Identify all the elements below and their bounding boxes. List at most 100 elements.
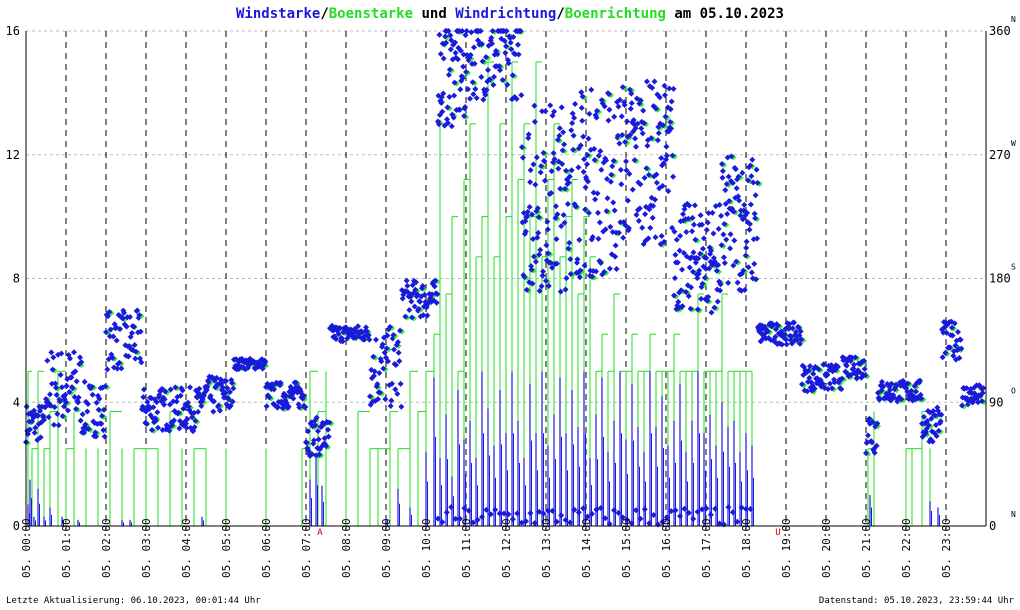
wind-direction-point: [873, 442, 880, 449]
wind-direction-point: [435, 515, 441, 522]
wind-direction-point: [880, 383, 887, 390]
wind-direction-point: [869, 439, 875, 446]
wind-direction-point: [451, 79, 458, 86]
wind-direction-point: [951, 320, 958, 327]
wind-direction-point: [296, 404, 303, 411]
wind-direction-point: [119, 315, 126, 322]
wind-direction-point: [549, 264, 556, 271]
wind-direction-point: [439, 108, 446, 115]
wind-direction-point: [720, 231, 727, 238]
wind-direction-point: [465, 507, 472, 514]
wind-direction-point: [591, 156, 598, 163]
wind-direction-point: [397, 327, 403, 334]
wind-direction-point: [598, 166, 605, 173]
wind-direction-point: [542, 108, 549, 115]
wind-direction-point: [388, 397, 395, 404]
wind-direction-point: [718, 242, 725, 249]
wind-direction-point: [127, 313, 133, 320]
wind-direction-point: [529, 280, 536, 287]
wind-direction-point: [461, 505, 468, 512]
wind-direction-point: [878, 387, 885, 394]
wind-direction-point: [541, 158, 548, 165]
wind-direction-point: [917, 391, 924, 398]
wind-direction-point: [159, 385, 165, 392]
wind-direction-point: [560, 211, 567, 218]
wind-direction-point: [376, 370, 383, 377]
wind-direction-point: [650, 203, 657, 210]
wind-direction-point: [559, 147, 566, 154]
wind-direction-point: [740, 267, 747, 274]
wind-direction-point: [603, 208, 610, 215]
wind-direction-point: [663, 152, 670, 159]
wind-direction-point: [545, 250, 552, 257]
wind-direction-point: [579, 117, 586, 124]
wind-direction-point: [620, 234, 627, 241]
wind-direction-point: [227, 388, 233, 395]
wind-direction-point: [674, 259, 681, 266]
wind-direction-point: [719, 160, 725, 167]
wind-direction-point: [752, 215, 759, 222]
wind-direction-point: [552, 203, 559, 210]
wind-direction-point: [754, 179, 761, 186]
wind-direction-point: [503, 43, 509, 50]
wind-direction-point: [735, 173, 742, 180]
wind-direction-point: [283, 392, 289, 399]
wind-direction-point: [752, 192, 759, 199]
wind-direction-point: [275, 404, 281, 411]
wind-direction-point: [433, 299, 440, 306]
wind-direction-point: [701, 274, 708, 281]
wind-direction-point: [624, 516, 631, 523]
title-part: am 05.10.2023: [666, 6, 784, 22]
wind-direction-point: [62, 391, 69, 398]
wind-direction-point: [725, 173, 732, 180]
wind-direction-point: [597, 148, 604, 155]
wind-direction-point: [492, 506, 499, 513]
wind-direction-point: [102, 383, 109, 390]
wind-direction-point: [628, 90, 635, 97]
wind-direction-point: [52, 380, 59, 387]
wind-direction-point: [496, 510, 503, 517]
wind-direction-point: [925, 422, 932, 429]
wind-direction-point: [748, 269, 755, 276]
wind-direction-point: [65, 407, 71, 414]
wind-direction-point: [460, 63, 467, 70]
wind-direction-point: [98, 420, 105, 427]
wind-direction-point: [554, 211, 561, 218]
wind-direction-point: [601, 268, 608, 275]
wind-direction-point: [643, 78, 650, 85]
wind-direction-point: [938, 411, 945, 418]
wind-direction-point: [647, 224, 654, 231]
wind-direction-point: [413, 279, 419, 286]
wind-direction-point: [729, 509, 736, 516]
wind-direction-point: [949, 324, 955, 331]
wind-direction-point: [642, 211, 649, 218]
wind-direction-point: [589, 233, 596, 240]
wind-direction-point: [545, 507, 551, 514]
wind-direction-point: [624, 118, 631, 125]
wind-direction-point: [943, 329, 950, 336]
wind-direction-point: [532, 258, 539, 265]
wind-direction-point: [391, 346, 397, 353]
wind-direction-point: [595, 152, 602, 159]
wind-direction-point: [515, 51, 522, 58]
wind-direction-point: [441, 122, 448, 129]
wind-direction-point: [140, 394, 147, 401]
wind-direction-point: [172, 384, 179, 391]
wind-direction-point: [510, 34, 517, 41]
wind-direction-point: [671, 275, 678, 282]
wind-direction-point: [772, 333, 779, 340]
x-tick-label: 05. 08:00: [340, 518, 353, 578]
wind-direction-point: [958, 345, 965, 352]
wind-direction-point: [323, 443, 329, 450]
wind-direction-point: [548, 189, 555, 196]
wind-direction-point: [888, 380, 895, 387]
wind-direction-point: [55, 422, 62, 429]
y-tick-label-right: 270: [989, 148, 1011, 162]
wind-direction-point: [724, 210, 731, 217]
wind-direction-point: [521, 273, 528, 280]
wind-direction-point: [93, 399, 100, 406]
wind-direction-point: [447, 46, 454, 53]
wind-direction-point: [457, 515, 463, 522]
wind-direction-point: [377, 389, 383, 396]
wind-direction-point: [477, 28, 484, 34]
